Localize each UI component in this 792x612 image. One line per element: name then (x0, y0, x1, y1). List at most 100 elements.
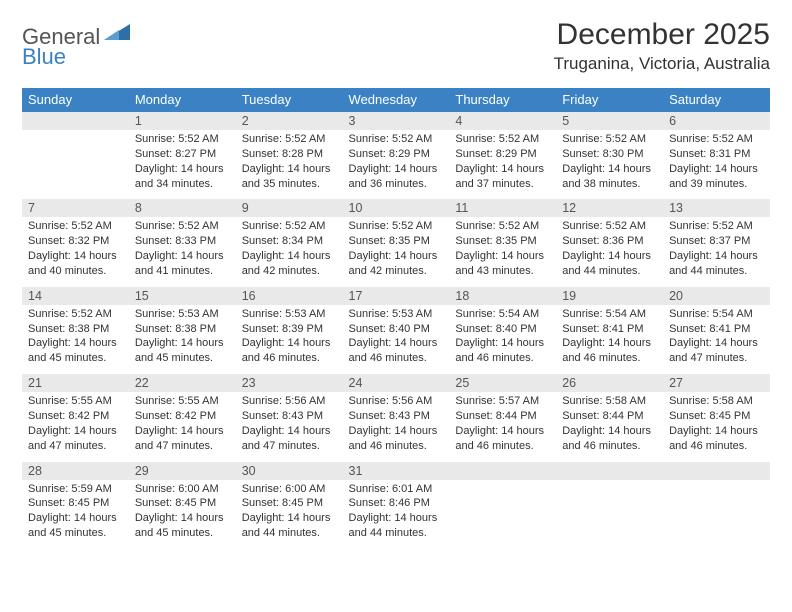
calendar-body: 123456 Sunrise: 5:52 AMSunset: 8:27 PMDa… (22, 112, 770, 549)
day-number: 26 (556, 374, 663, 392)
day-details: Sunrise: 5:52 AMSunset: 8:35 PMDaylight:… (343, 217, 450, 286)
dow-wednesday: Wednesday (343, 88, 450, 112)
day-details: Sunrise: 5:52 AMSunset: 8:30 PMDaylight:… (556, 130, 663, 199)
day-number (22, 112, 129, 130)
sunset: Sunset: 8:29 PM (455, 147, 550, 162)
sunset: Sunset: 8:45 PM (28, 496, 123, 511)
daylight: Daylight: 14 hours and 41 minutes. (135, 249, 230, 279)
calendar-page: GeneralBlue December 2025 Truganina, Vic… (0, 0, 792, 549)
logo: GeneralBlue (22, 18, 130, 68)
sunrise: Sunrise: 5:54 AM (669, 307, 764, 322)
sunset: Sunset: 8:42 PM (28, 409, 123, 424)
week-1-details: Sunrise: 5:52 AM Sunset: 8:32 PM Daylight:… (22, 217, 770, 286)
sunset: Sunset: 8:35 PM (349, 234, 444, 249)
day-details: Sunrise: 5:54 AMSunset: 8:41 PMDaylight:… (663, 305, 770, 374)
sunset: Sunset: 8:29 PM (349, 147, 444, 162)
daylight: Daylight: 14 hours and 39 minutes. (669, 162, 764, 192)
day-number: 1 (129, 112, 236, 130)
daylight: Daylight: 14 hours and 45 minutes. (28, 336, 123, 366)
sunrise: Sunrise: 5:52 AM (135, 132, 230, 147)
day-details: Sunrise: 5:52 AMSunset: 8:31 PMDaylight:… (663, 130, 770, 199)
daylight: Daylight: 14 hours and 44 minutes. (242, 511, 337, 541)
day-details: Sunrise: 5:58 AMSunset: 8:44 PMDaylight:… (556, 392, 663, 461)
daylight: Daylight: 14 hours and 42 minutes. (242, 249, 337, 279)
daylight: Daylight: 14 hours and 36 minutes. (349, 162, 444, 192)
calendar-table: SundayMondayTuesdayWednesdayThursdayFrid… (22, 88, 770, 549)
day-details (22, 130, 129, 199)
day-details: Sunrise: 5:52 AMSunset: 8:29 PMDaylight:… (449, 130, 556, 199)
logo-triangle-icon (104, 24, 130, 44)
day-number: 5 (556, 112, 663, 130)
daylight: Daylight: 14 hours and 47 minutes. (242, 424, 337, 454)
daylight: Daylight: 14 hours and 46 minutes. (562, 336, 657, 366)
day-details: Sunrise: 5:52 AMSunset: 8:27 PMDaylight:… (129, 130, 236, 199)
sunset: Sunset: 8:44 PM (455, 409, 550, 424)
daylight: Daylight: 14 hours and 45 minutes. (135, 511, 230, 541)
sunset: Sunset: 8:43 PM (242, 409, 337, 424)
day-number: 23 (236, 374, 343, 392)
day-details: Sunrise: 5:55 AMSunset: 8:42 PMDaylight:… (129, 392, 236, 461)
day-details: Sunrise: 6:01 AMSunset: 8:46 PMDaylight:… (343, 480, 450, 549)
daylight: Daylight: 14 hours and 46 minutes. (242, 336, 337, 366)
day-number (663, 462, 770, 480)
day-details: Sunrise: 5:52 AMSunset: 8:36 PMDaylight:… (556, 217, 663, 286)
week-2-numbers: 14151617181920 (22, 287, 770, 305)
sunrise: Sunrise: 5:52 AM (455, 132, 550, 147)
sunset: Sunset: 8:41 PM (562, 322, 657, 337)
day-number: 27 (663, 374, 770, 392)
sunset: Sunset: 8:46 PM (349, 496, 444, 511)
sunset: Sunset: 8:35 PM (455, 234, 550, 249)
daylight: Daylight: 14 hours and 46 minutes. (349, 424, 444, 454)
week-0-numbers: 123456 (22, 112, 770, 130)
day-details: Sunrise: 6:00 AMSunset: 8:45 PMDaylight:… (236, 480, 343, 549)
day-of-week-row: SundayMondayTuesdayWednesdayThursdayFrid… (22, 88, 770, 112)
sunrise: Sunrise: 5:52 AM (349, 132, 444, 147)
day-number: 20 (663, 287, 770, 305)
day-number: 21 (22, 374, 129, 392)
sunrise: Sunrise: 5:58 AM (669, 394, 764, 409)
day-number: 30 (236, 462, 343, 480)
sunset: Sunset: 8:32 PM (28, 234, 123, 249)
day-number: 19 (556, 287, 663, 305)
sunrise: Sunrise: 5:52 AM (562, 219, 657, 234)
daylight: Daylight: 14 hours and 44 minutes. (349, 511, 444, 541)
day-number: 8 (129, 199, 236, 217)
title-block: December 2025 Truganina, Victoria, Austr… (554, 18, 770, 74)
dow-saturday: Saturday (663, 88, 770, 112)
sunrise: Sunrise: 5:52 AM (349, 219, 444, 234)
daylight: Daylight: 14 hours and 46 minutes. (455, 336, 550, 366)
day-details: Sunrise: 5:54 AMSunset: 8:41 PMDaylight:… (556, 305, 663, 374)
day-number: 4 (449, 112, 556, 130)
sunrise: Sunrise: 5:56 AM (242, 394, 337, 409)
sunrise: Sunrise: 5:55 AM (135, 394, 230, 409)
daylight: Daylight: 14 hours and 47 minutes. (28, 424, 123, 454)
sunrise: Sunrise: 5:52 AM (242, 219, 337, 234)
day-details: Sunrise: 5:52 AMSunset: 8:38 PMDaylight:… (22, 305, 129, 374)
day-details (556, 480, 663, 549)
sunset: Sunset: 8:45 PM (135, 496, 230, 511)
day-details: Sunrise: 5:56 AMSunset: 8:43 PMDaylight:… (343, 392, 450, 461)
location: Truganina, Victoria, Australia (554, 54, 770, 74)
sunset: Sunset: 8:45 PM (242, 496, 337, 511)
day-details (449, 480, 556, 549)
daylight: Daylight: 14 hours and 43 minutes. (455, 249, 550, 279)
sunset: Sunset: 8:42 PM (135, 409, 230, 424)
daylight: Daylight: 14 hours and 38 minutes. (562, 162, 657, 192)
sunrise: Sunrise: 5:53 AM (242, 307, 337, 322)
sunrise: Sunrise: 5:56 AM (349, 394, 444, 409)
sunrise: Sunrise: 5:53 AM (135, 307, 230, 322)
daylight: Daylight: 14 hours and 46 minutes. (669, 424, 764, 454)
sunrise: Sunrise: 5:54 AM (562, 307, 657, 322)
day-number: 14 (22, 287, 129, 305)
sunset: Sunset: 8:37 PM (669, 234, 764, 249)
sunset: Sunset: 8:40 PM (349, 322, 444, 337)
sunset: Sunset: 8:31 PM (669, 147, 764, 162)
day-number (556, 462, 663, 480)
month-title: December 2025 (554, 18, 770, 52)
week-0-details: Sunrise: 5:52 AMSunset: 8:27 PMDaylight:… (22, 130, 770, 199)
day-details: Sunrise: 5:55 AMSunset: 8:42 PMDaylight:… (22, 392, 129, 461)
sunset: Sunset: 8:36 PM (562, 234, 657, 249)
daylight: Daylight: 14 hours and 47 minutes. (135, 424, 230, 454)
sunrise: Sunrise: 6:00 AM (135, 482, 230, 497)
day-number: 18 (449, 287, 556, 305)
